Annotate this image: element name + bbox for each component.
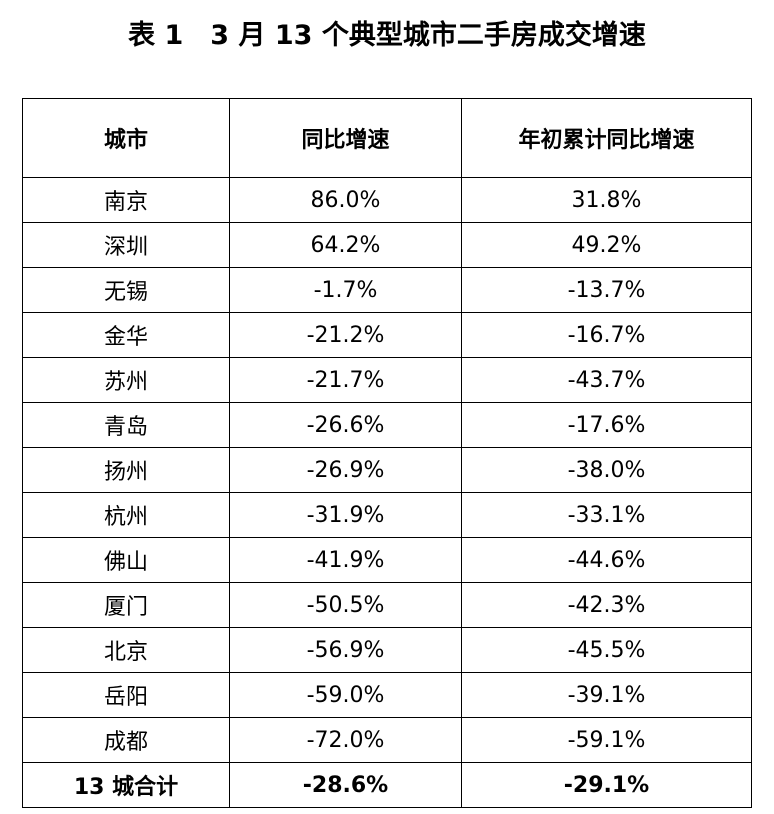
yoy-growth-cell: -41.9% xyxy=(229,537,462,583)
city-cell: 北京 xyxy=(22,627,230,673)
yoy-growth-cell: -59.0% xyxy=(229,672,462,718)
table-row: 佛山 -41.9% -44.6% xyxy=(22,537,752,583)
yoy-growth-cell: -21.2% xyxy=(229,312,462,358)
header-city: 城市 xyxy=(22,98,230,178)
yoy-growth-cell: -1.7% xyxy=(229,267,462,313)
ytd-yoy-growth-cell: -59.1% xyxy=(461,717,752,763)
total-row: 13 城合计 -28.6% -29.1% xyxy=(22,762,752,808)
table-row: 青岛 -26.6% -17.6% xyxy=(22,402,752,448)
ytd-yoy-growth-cell: -33.1% xyxy=(461,492,752,538)
city-cell: 佛山 xyxy=(22,537,230,583)
city-cell: 成都 xyxy=(22,717,230,763)
header-yoy-growth: 同比增速 xyxy=(229,98,462,178)
table-row: 岳阳 -59.0% -39.1% xyxy=(22,672,752,718)
yoy-growth-cell: -26.6% xyxy=(229,402,462,448)
ytd-yoy-growth-cell: -45.5% xyxy=(461,627,752,673)
table-title: 表 1 3 月 13 个典型城市二手房成交增速 xyxy=(128,20,646,51)
city-cell: 杭州 xyxy=(22,492,230,538)
yoy-growth-cell: -50.5% xyxy=(229,582,462,628)
table-row: 无锡 -1.7% -13.7% xyxy=(22,267,752,313)
city-cell: 岳阳 xyxy=(22,672,230,718)
ytd-yoy-growth-cell: -16.7% xyxy=(461,312,752,358)
city-cell: 厦门 xyxy=(22,582,230,628)
ytd-yoy-growth-cell: -43.7% xyxy=(461,357,752,403)
city-cell: 无锡 xyxy=(22,267,230,313)
yoy-growth-cell: -26.9% xyxy=(229,447,462,493)
ytd-yoy-growth-cell: 31.8% xyxy=(461,177,752,223)
city-cell: 金华 xyxy=(22,312,230,358)
total-ytd-yoy-growth: -29.1% xyxy=(461,762,752,808)
ytd-yoy-growth-cell: -44.6% xyxy=(461,537,752,583)
ytd-yoy-growth-cell: -13.7% xyxy=(461,267,752,313)
yoy-growth-cell: 86.0% xyxy=(229,177,462,223)
table-row: 南京 86.0% 31.8% xyxy=(22,177,752,223)
ytd-yoy-growth-cell: 49.2% xyxy=(461,222,752,268)
yoy-growth-cell: -72.0% xyxy=(229,717,462,763)
ytd-yoy-growth-cell: -38.0% xyxy=(461,447,752,493)
ytd-yoy-growth-cell: -17.6% xyxy=(461,402,752,448)
header-ytd-yoy-growth: 年初累计同比增速 xyxy=(461,98,752,178)
ytd-yoy-growth-cell: -42.3% xyxy=(461,582,752,628)
table-row: 杭州 -31.9% -33.1% xyxy=(22,492,752,538)
yoy-growth-cell: -31.9% xyxy=(229,492,462,538)
growth-table: 城市 同比增速 年初累计同比增速 南京 86.0% 31.8% 深圳 64.2% 49.2… xyxy=(22,98,752,808)
table-row: 深圳 64.2% 49.2% xyxy=(22,222,752,268)
total-yoy-growth: -28.6% xyxy=(229,762,462,808)
table-row: 扬州 -26.9% -38.0% xyxy=(22,447,752,493)
yoy-growth-cell: -56.9% xyxy=(229,627,462,673)
city-cell: 苏州 xyxy=(22,357,230,403)
yoy-growth-cell: -21.7% xyxy=(229,357,462,403)
ytd-yoy-growth-cell: -39.1% xyxy=(461,672,752,718)
city-cell: 青岛 xyxy=(22,402,230,448)
header-row: 城市 同比增速 年初累计同比增速 xyxy=(22,98,752,178)
city-cell: 扬州 xyxy=(22,447,230,493)
table-row: 成都 -72.0% -59.1% xyxy=(22,717,752,763)
table-row: 苏州 -21.7% -43.7% xyxy=(22,357,752,403)
table-row: 金华 -21.2% -16.7% xyxy=(22,312,752,358)
total-label: 13 城合计 xyxy=(22,762,230,808)
city-cell: 南京 xyxy=(22,177,230,223)
city-cell: 深圳 xyxy=(22,222,230,268)
table-row: 北京 -56.9% -45.5% xyxy=(22,627,752,673)
table-row: 厦门 -50.5% -42.3% xyxy=(22,582,752,628)
yoy-growth-cell: 64.2% xyxy=(229,222,462,268)
